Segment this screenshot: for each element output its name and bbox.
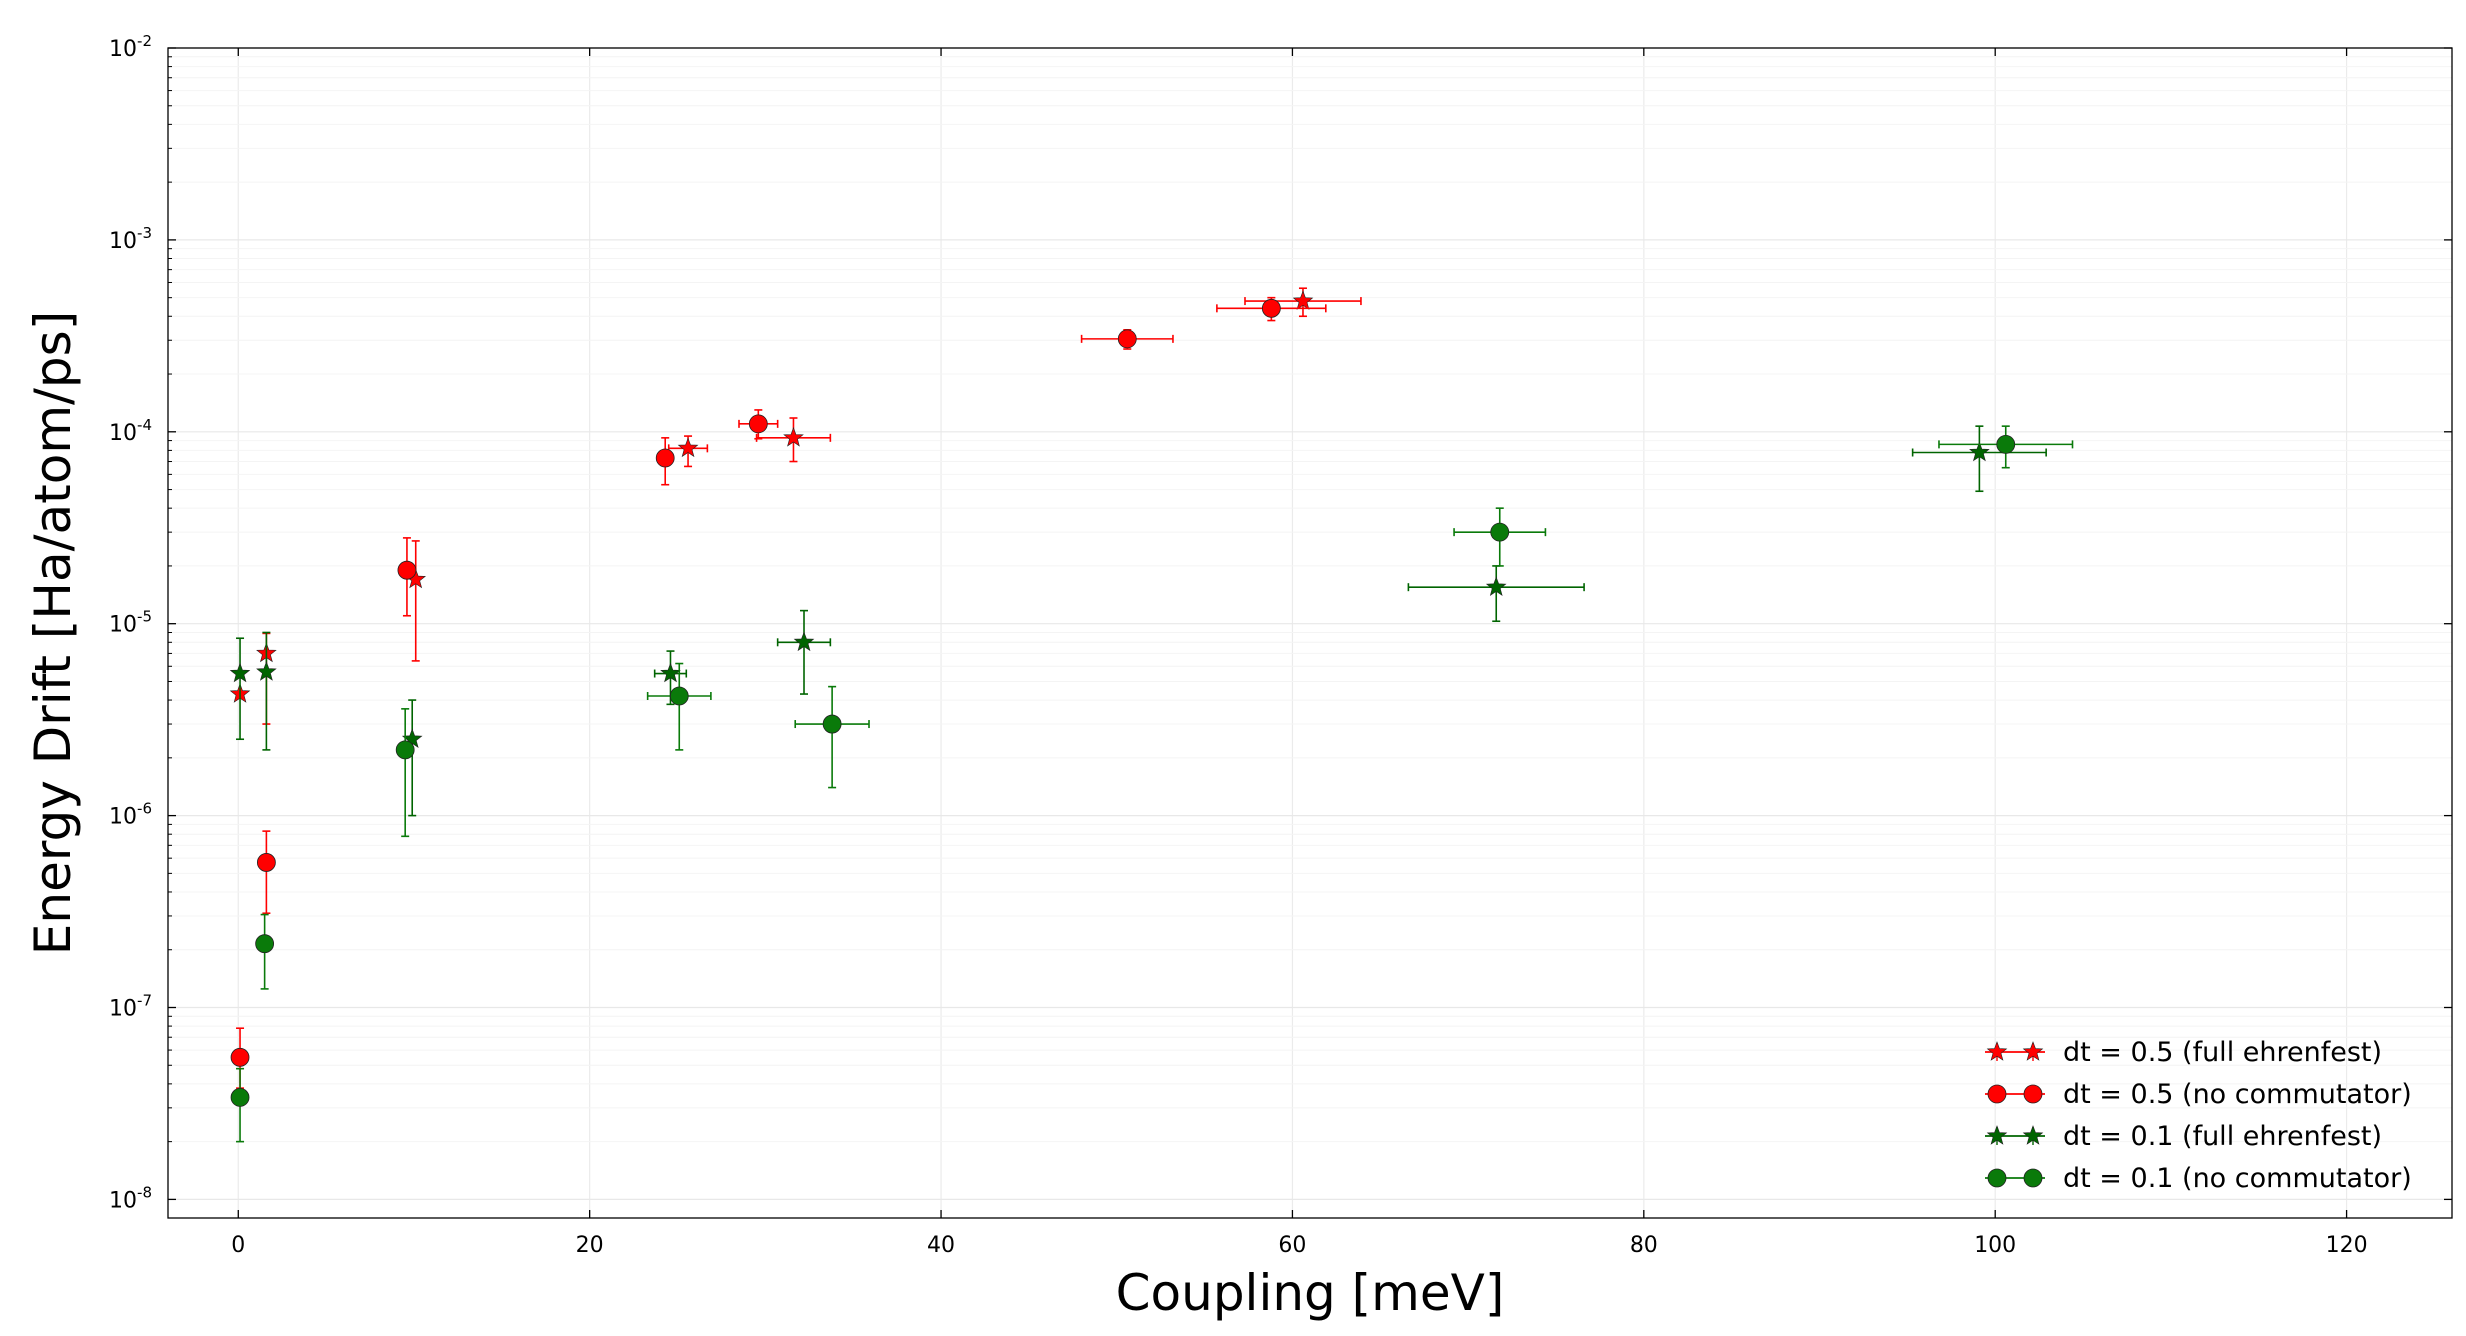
data-point-circle — [655, 448, 675, 468]
data-point-star — [229, 662, 251, 683]
data-point-circle — [255, 934, 275, 954]
data-point-circle — [1996, 434, 2016, 454]
grid-layer — [168, 47, 2452, 1218]
x-tick-label: 0 — [231, 1233, 245, 1258]
legend-item: dt = 0.5 (full ehrenfest) — [1985, 1037, 2382, 1068]
x-tick-label: 100 — [1974, 1233, 2016, 1258]
legend-item: dt = 0.5 (no commutator) — [1985, 1079, 2412, 1110]
data-point-circle — [748, 414, 768, 434]
legend-marker — [2022, 1125, 2044, 1145]
legend-item: dt = 0.1 (no commutator) — [1985, 1163, 2412, 1194]
series-3 — [229, 425, 2047, 817]
y-tick-label: 10-8 — [109, 1183, 152, 1213]
legend-label: dt = 0.5 (no commutator) — [2063, 1079, 2412, 1110]
data-point-circle — [1261, 298, 1281, 318]
x-axis-title: Coupling [meV] — [1116, 1264, 1505, 1322]
data-point-star — [793, 631, 815, 652]
data-point-circle — [256, 853, 276, 872]
data-point-star — [1485, 576, 1507, 596]
legend: dt = 0.5 (full ehrenfest) dt = 0.5 (no co… — [1985, 1037, 2412, 1194]
data-point-star — [1292, 290, 1314, 310]
data-point-circle — [669, 686, 689, 706]
data-point-star — [660, 662, 681, 683]
y-tick-label: 10-3 — [109, 224, 152, 254]
legend-marker — [1987, 1168, 2007, 1188]
plot-frame — [167, 47, 2453, 1219]
data-point-circle — [395, 740, 415, 760]
x-tick-label: 40 — [927, 1233, 955, 1258]
data-point-star — [256, 661, 277, 681]
x-axis: 0 20 40 60 80 100 120 — [231, 48, 2368, 1258]
y-tick-label: 10-7 — [109, 992, 152, 1022]
series-4 — [230, 425, 2074, 1143]
legend-marker — [1987, 1084, 2007, 1104]
data-point-circle — [230, 1047, 250, 1067]
y-axis: 10-8 10-7 10-6 10-5 10-4 10-3 10-2 — [109, 32, 2452, 1213]
y-tick-label: 10-6 — [109, 800, 152, 830]
data-point-star — [677, 437, 699, 458]
data-point-star — [783, 426, 804, 447]
x-tick-label: 60 — [1278, 1233, 1306, 1258]
legend-item: dt = 0.1 (full ehrenfest) — [1985, 1121, 2382, 1152]
legend-marker — [2023, 1084, 2043, 1104]
data-point-circle — [230, 1088, 250, 1107]
legend-marker — [1986, 1041, 2008, 1061]
data-point-star — [1969, 441, 1990, 462]
legend-label: dt = 0.1 (no commutator) — [2063, 1163, 2412, 1194]
x-tick-label: 120 — [2326, 1233, 2368, 1258]
data-point-circle — [1117, 329, 1137, 349]
data-point-circle — [822, 714, 842, 734]
series-2 — [230, 296, 1327, 1089]
data-point-circle — [1490, 522, 1510, 542]
legend-marker — [1986, 1125, 2008, 1145]
x-tick-label: 20 — [576, 1233, 604, 1258]
series-1 — [229, 287, 1362, 725]
legend-label: dt = 0.1 (full ehrenfest) — [2063, 1121, 2382, 1152]
data-point-circle — [397, 560, 417, 580]
data-layer — [229, 287, 2074, 1143]
y-tick-label: 10-5 — [109, 608, 152, 638]
legend-marker — [2023, 1168, 2043, 1188]
x-tick-label: 80 — [1630, 1233, 1658, 1258]
y-axis-title: Energy Drift [Ha/atom/ps] — [24, 311, 82, 955]
y-tick-label: 10-4 — [109, 416, 152, 446]
y-tick-label: 10-2 — [109, 32, 152, 62]
legend-label: dt = 0.5 (full ehrenfest) — [2063, 1037, 2382, 1068]
legend-marker — [2022, 1041, 2044, 1061]
